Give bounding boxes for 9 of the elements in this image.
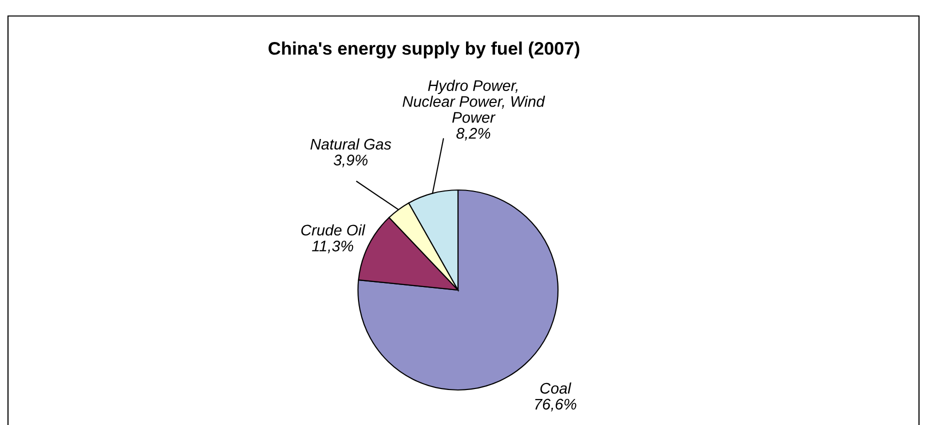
slice-label: Coal <box>540 382 572 394</box>
data-label: 3,9% <box>334 154 368 168</box>
slice-label: Hydro Power, Nuclear Power, Wind Power <box>402 80 546 123</box>
data-label: 11,3% <box>312 240 354 254</box>
data-label: 76,6% <box>535 398 576 412</box>
data-label: 8,2% <box>456 128 490 141</box>
chart-title: China's energy supply by fuel (2007) <box>268 42 580 58</box>
slice-label: Crude Oil <box>301 224 366 236</box>
slice-label: Natural Gas <box>310 138 392 150</box>
